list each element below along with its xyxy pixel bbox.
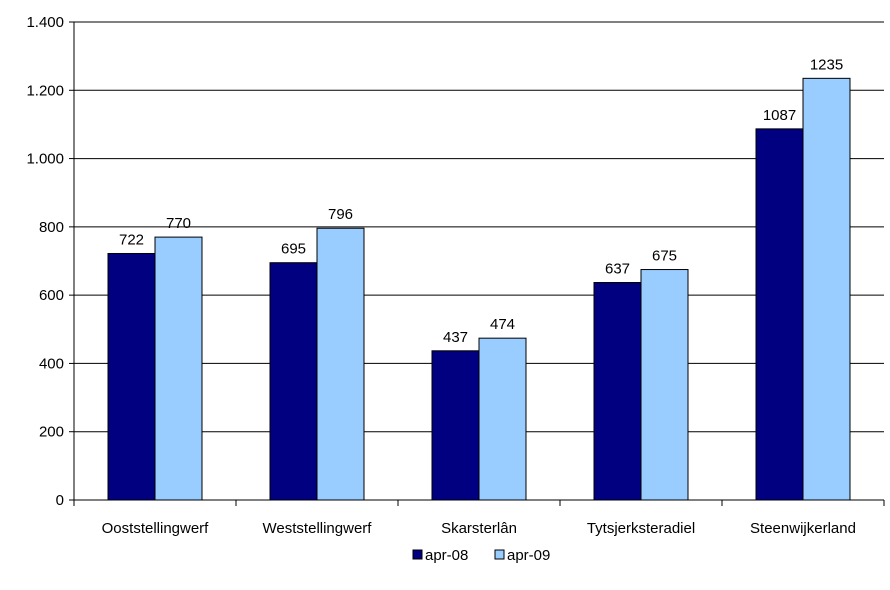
bar-apr-09 bbox=[154, 236, 203, 501]
axes: 0 200 400 600 800 1.000 1.200 1.400 Ooststelling… bbox=[26, 14, 885, 537]
legend-swatch bbox=[412, 549, 423, 560]
bar-apr-08 bbox=[593, 282, 642, 501]
bar-apr-08 bbox=[755, 128, 804, 501]
data-label: 695 bbox=[281, 241, 306, 258]
y-tick-label: 400 bbox=[39, 355, 64, 372]
bar-apr-08 bbox=[269, 262, 318, 501]
y-tick-label: 1.400 bbox=[26, 14, 64, 31]
legend: apr-08 apr-09 bbox=[412, 547, 550, 564]
data-label: 474 bbox=[490, 316, 515, 333]
y-tick-label: 1.000 bbox=[26, 151, 64, 168]
data-label: 1087 bbox=[763, 107, 796, 124]
y-tick-label: 600 bbox=[39, 287, 64, 304]
y-tick-label: 800 bbox=[39, 219, 64, 236]
x-tick-label: Skarsterlân bbox=[441, 520, 517, 537]
bar-apr-08 bbox=[431, 350, 480, 501]
x-tick-label: Tytsjerksteradiel bbox=[587, 520, 695, 537]
x-tick-label: Ooststellingwerf bbox=[102, 520, 210, 537]
legend-swatch bbox=[494, 549, 505, 560]
legend-label: apr-09 bbox=[507, 547, 550, 564]
bar-apr-09 bbox=[802, 77, 851, 501]
x-tick-label: Weststellingwerf bbox=[263, 520, 373, 537]
data-label: 722 bbox=[119, 231, 144, 248]
data-label: 437 bbox=[443, 329, 468, 346]
data-label: 796 bbox=[328, 206, 353, 223]
y-tick-label: 1.200 bbox=[26, 82, 64, 99]
x-tick-label: Steenwijkerland bbox=[750, 520, 856, 537]
y-tick-label: 200 bbox=[39, 424, 64, 441]
gridlines bbox=[74, 21, 884, 433]
legend-label: apr-08 bbox=[425, 547, 468, 564]
bar-apr-09 bbox=[478, 337, 527, 501]
bars bbox=[107, 77, 851, 501]
data-label: 770 bbox=[166, 215, 191, 232]
bar-apr-09 bbox=[640, 269, 689, 501]
bar-apr-08 bbox=[107, 252, 156, 501]
y-tick-label: 0 bbox=[56, 492, 64, 509]
bar-apr-09 bbox=[316, 227, 365, 501]
data-labels: 722 770 695 796 437 474 637 675 1087 1235 bbox=[119, 56, 843, 345]
data-label: 637 bbox=[605, 261, 630, 278]
data-label: 675 bbox=[652, 248, 677, 265]
data-label: 1235 bbox=[810, 56, 843, 73]
